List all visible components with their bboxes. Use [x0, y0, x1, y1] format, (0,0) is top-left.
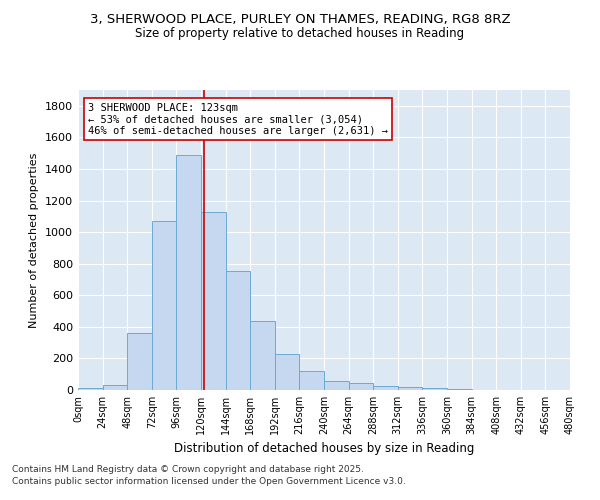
Bar	[275, 354, 299, 390]
Bar	[349, 383, 373, 390]
Bar	[422, 388, 447, 390]
Text: 3, SHERWOOD PLACE, PURLEY ON THAMES, READING, RG8 8RZ: 3, SHERWOOD PLACE, PURLEY ON THAMES, REA…	[89, 12, 511, 26]
Bar	[226, 271, 250, 390]
Text: 3 SHERWOOD PLACE: 123sqm
← 53% of detached houses are smaller (3,054)
46% of sem: 3 SHERWOOD PLACE: 123sqm ← 53% of detach…	[88, 102, 388, 136]
Bar	[152, 221, 176, 390]
Bar	[324, 381, 349, 390]
Bar	[201, 212, 226, 390]
Text: Contains public sector information licensed under the Open Government Licence v3: Contains public sector information licen…	[12, 477, 406, 486]
Bar	[103, 385, 127, 390]
Bar	[127, 333, 152, 390]
Bar	[176, 154, 201, 390]
Bar	[398, 387, 422, 390]
Bar	[78, 388, 103, 390]
Text: Size of property relative to detached houses in Reading: Size of property relative to detached ho…	[136, 28, 464, 40]
Bar	[447, 389, 472, 390]
Bar	[373, 386, 398, 390]
Text: Contains HM Land Registry data © Crown copyright and database right 2025.: Contains HM Land Registry data © Crown c…	[12, 465, 364, 474]
Bar	[299, 372, 324, 390]
Bar	[250, 321, 275, 390]
X-axis label: Distribution of detached houses by size in Reading: Distribution of detached houses by size …	[174, 442, 474, 456]
Y-axis label: Number of detached properties: Number of detached properties	[29, 152, 40, 328]
